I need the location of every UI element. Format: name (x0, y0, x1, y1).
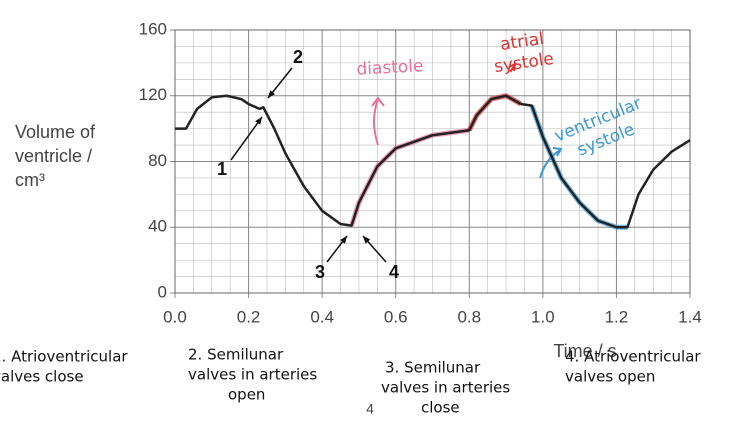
note: 1. Atrioventricular (0, 348, 128, 366)
note: close (421, 399, 460, 417)
annotation-arrow (373, 99, 379, 146)
y-tick-label: 120 (139, 85, 167, 104)
x-tick-label: 0.6 (384, 307, 408, 326)
line (175, 94, 691, 229)
x-tick-label: 1.0 (531, 307, 555, 326)
arrow-head (255, 117, 262, 125)
note: 4. Atrioventricular (565, 348, 701, 366)
annotation-arrow (539, 149, 561, 179)
annotation-arrow (552, 147, 563, 157)
plot-frame (174, 29, 691, 294)
note: 2. Semilunar (188, 346, 284, 364)
y-tick-label: 40 (148, 217, 167, 236)
y-tick-label: 160 (139, 19, 167, 38)
marker-label: 1 (217, 159, 227, 179)
x-tick-label: 0.8 (457, 307, 481, 326)
y-axis-label: cm³ (15, 170, 45, 190)
marker-label: 4 (389, 262, 399, 282)
annotation-arrow (371, 96, 385, 107)
note: valves in arteries (188, 366, 317, 384)
y-axis-label: Volume of (15, 122, 96, 142)
x-tick-label: 1.2 (605, 307, 629, 326)
x-tick-label: 0.0 (163, 307, 187, 326)
highlight-label: diastole (356, 56, 424, 79)
note: valves open (565, 368, 655, 386)
note: valves in arteries (381, 379, 510, 397)
marker-label: 3 (315, 262, 325, 282)
page-number: 4 (366, 401, 374, 417)
y-tick-label: 0 (158, 282, 167, 301)
annotation-arrow (508, 62, 517, 72)
x-axis-label: Time / s (553, 341, 616, 361)
marker-label: 2 (293, 47, 303, 67)
note: valves close (0, 368, 84, 386)
x-tick-label: 0.2 (237, 307, 261, 326)
arrow-head (340, 236, 347, 244)
note: 3. Semilunar (385, 359, 481, 377)
x-tick-label: 1.4 (678, 307, 702, 326)
arrow-head (363, 236, 371, 244)
y-tick-label: 80 (148, 151, 167, 170)
note: open (228, 386, 265, 404)
y-axis-label: ventricle / (15, 146, 92, 166)
x-tick-label: 0.4 (310, 307, 334, 326)
arrow-head (268, 90, 276, 98)
marker-arrow (230, 116, 263, 161)
